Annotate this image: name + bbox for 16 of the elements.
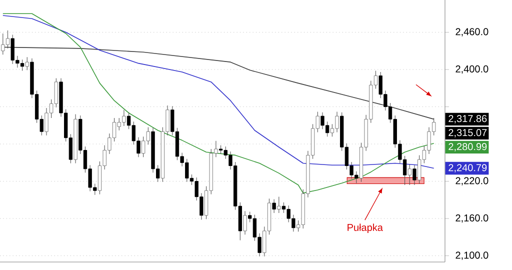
text: 2,240.79 (448, 164, 487, 172)
y-tick-label: 2,460.0 (456, 28, 488, 36)
candlestick (272, 199, 276, 214)
candlestick (277, 196, 281, 214)
candlestick (25, 56, 29, 70)
band-label: Pułapka (348, 224, 383, 233)
text: 2,315.07 (448, 129, 487, 138)
y-tick-label: 2,220.0 (456, 177, 488, 186)
text: 2,280.99 (448, 143, 487, 152)
y-tick-label: 2,100.0 (456, 252, 488, 260)
y-tick-label: 2,400.0 (456, 65, 488, 74)
text: 2,317.86 (448, 115, 487, 124)
candlestick (408, 164, 412, 186)
candlestick (243, 210, 247, 235)
candlestick (412, 164, 416, 186)
y-tick-label: 2,160.0 (456, 214, 488, 223)
